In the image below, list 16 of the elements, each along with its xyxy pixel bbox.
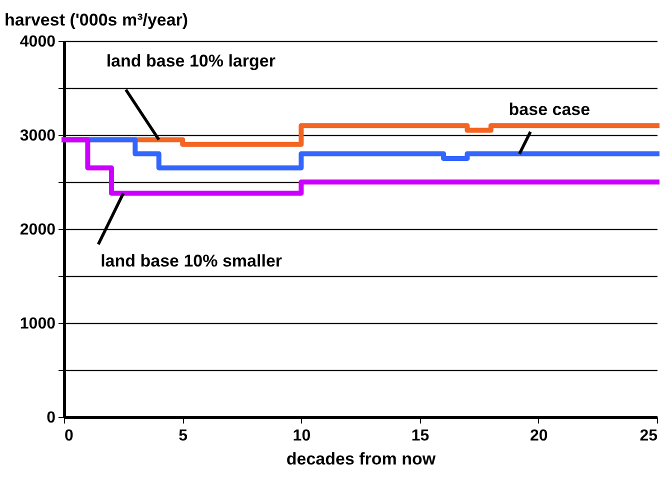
x-tick-label: 25 [640, 428, 658, 444]
x-tick-label: 15 [411, 428, 430, 444]
annotation: land base 10% smaller [100, 251, 282, 270]
y-tick-label: 0 [46, 410, 56, 426]
x-tick-label: 5 [178, 428, 188, 444]
x-tick-label: 20 [530, 428, 548, 444]
x-tick-label: 10 [292, 428, 311, 444]
annotation: base case [508, 100, 590, 119]
y-tick-label: 1000 [20, 316, 56, 332]
y-tick-label: 4000 [20, 34, 56, 50]
y-tick-label: 3000 [20, 128, 56, 144]
y-axis-title: harvest ('000s m³/year) [4, 10, 188, 30]
x-tick-label: 0 [64, 428, 74, 444]
x-axis-title: decades from now [286, 450, 436, 468]
annotation: land base 10% larger [106, 52, 276, 71]
y-tick-label: 2000 [20, 222, 56, 238]
